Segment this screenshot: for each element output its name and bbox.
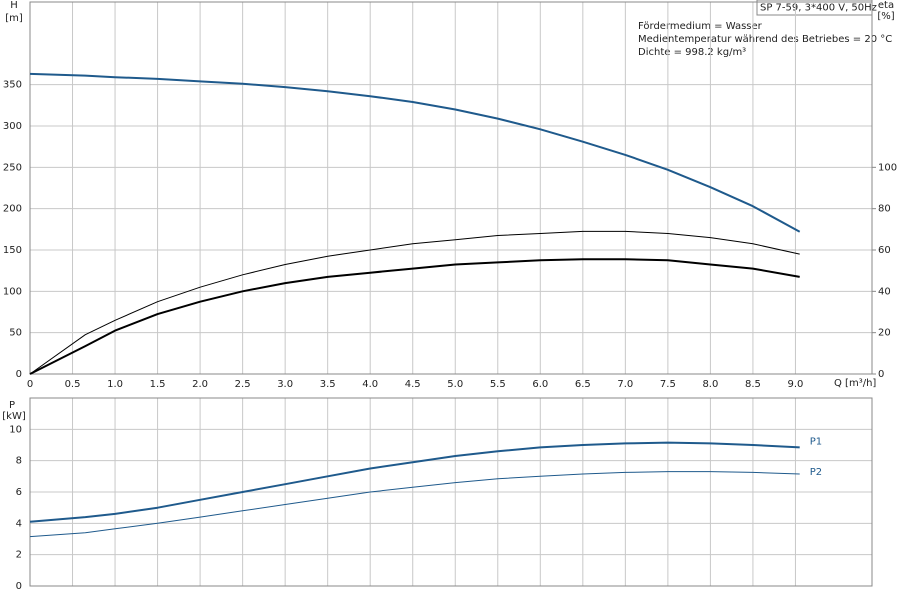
y-tick-label: 100 bbox=[3, 286, 22, 297]
y-tick-label: 200 bbox=[3, 204, 22, 215]
y-tick-label: 300 bbox=[3, 121, 22, 132]
y-tick-label: 0 bbox=[16, 581, 22, 592]
y-unit: [m] bbox=[5, 13, 23, 24]
x-tick-label: 5.5 bbox=[490, 379, 506, 390]
curve bbox=[29, 471, 800, 538]
y-tick-label: 2 bbox=[16, 550, 22, 561]
x-tick-label: 4.5 bbox=[405, 379, 421, 390]
y2-tick-label: 40 bbox=[878, 286, 891, 297]
y2-tick-label: 20 bbox=[878, 328, 891, 339]
y-tick-label: 4 bbox=[16, 518, 22, 529]
curve bbox=[29, 441, 800, 523]
y-tick-label: 10 bbox=[9, 424, 22, 435]
x-tick-label: 0.5 bbox=[65, 379, 81, 390]
x-tick-label: 6.5 bbox=[575, 379, 591, 390]
x-tick-label: 2.0 bbox=[192, 379, 208, 390]
x-tick-label: 7.0 bbox=[617, 379, 633, 390]
x-tick-label: 1.5 bbox=[150, 379, 166, 390]
curve bbox=[29, 230, 800, 375]
note: Medientemperatur während des Betriebes =… bbox=[638, 34, 892, 45]
x-tick-label: 4.0 bbox=[362, 379, 378, 390]
y-tick-label: 8 bbox=[16, 456, 22, 467]
y2-tick-label: 0 bbox=[878, 369, 884, 380]
x-tick-label: 8.5 bbox=[745, 379, 761, 390]
x-tick-label: 3.0 bbox=[277, 379, 293, 390]
x-tick-label: 5.0 bbox=[447, 379, 463, 390]
x-tick-label: 7.5 bbox=[660, 379, 676, 390]
plot-frame bbox=[29, 1, 873, 375]
y-label: P bbox=[9, 400, 15, 411]
x-tick-label: 2.5 bbox=[235, 379, 251, 390]
y2-label: eta bbox=[878, 0, 894, 11]
x-tick-label: 3.5 bbox=[320, 379, 336, 390]
y2-tick-label: 80 bbox=[878, 204, 891, 215]
series-label: P2 bbox=[810, 467, 822, 478]
x-tick-label: 8.0 bbox=[702, 379, 718, 390]
note: Fördermedium = Wasser bbox=[638, 21, 763, 32]
y-tick-label: 50 bbox=[9, 328, 22, 339]
info-text: SP 7-59, 3*400 V, 50Hz bbox=[760, 3, 877, 14]
y2-tick-label: 60 bbox=[878, 245, 891, 256]
y2-unit: [%] bbox=[877, 11, 894, 22]
y-tick-label: 150 bbox=[3, 245, 22, 256]
x-tick-label: 6.0 bbox=[532, 379, 548, 390]
x-label: Q [m³/h] bbox=[834, 378, 876, 389]
plot-frame bbox=[29, 397, 873, 587]
x-tick-label: 0 bbox=[27, 379, 33, 390]
y-label: H bbox=[10, 0, 18, 11]
y-tick-label: 350 bbox=[3, 80, 22, 91]
y-tick-label: 6 bbox=[16, 487, 22, 498]
curve bbox=[29, 258, 800, 375]
series-label: P1 bbox=[810, 436, 822, 447]
y2-tick-label: 100 bbox=[878, 162, 897, 173]
y-tick-label: 0 bbox=[16, 369, 22, 380]
curve bbox=[29, 72, 801, 233]
y-unit: [kW] bbox=[2, 411, 26, 422]
note: Dichte = 998.2 kg/m³ bbox=[638, 47, 746, 58]
x-tick-label: 1.0 bbox=[107, 379, 123, 390]
x-tick-label: 9.0 bbox=[788, 379, 804, 390]
y-tick-label: 250 bbox=[3, 162, 22, 173]
